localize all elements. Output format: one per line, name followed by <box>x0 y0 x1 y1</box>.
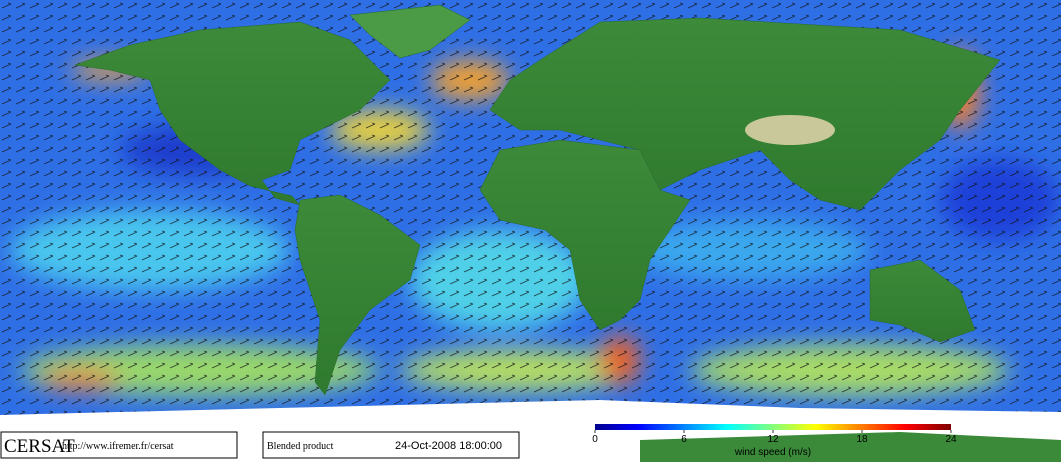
greenland <box>349 4 471 59</box>
colorbar-tick-label: 12 <box>767 434 779 445</box>
colorbar-tick-label: 6 <box>681 434 687 445</box>
logo-box <box>0 431 238 459</box>
url: http://www.ifremer.fr/cersat <box>62 441 174 452</box>
land <box>0 4 1061 462</box>
footer: CERSAT http://www.ifremer.fr/cersat Blen… <box>0 431 520 459</box>
colorbar-tick-label: 0 <box>592 434 598 445</box>
eurasia <box>489 17 1001 211</box>
product: Blended product <box>267 441 334 452</box>
colorbar-tick-label: 18 <box>856 434 868 445</box>
antarctica-land <box>640 432 1061 462</box>
colorbar: wind speed (m/s) 0 6 12 18 24 <box>592 424 957 458</box>
product-box <box>262 431 520 459</box>
colorbar-label: wind speed (m/s) <box>734 447 811 458</box>
south-america <box>294 194 421 396</box>
north-america <box>74 21 391 206</box>
africa <box>479 139 691 331</box>
datetime: 24-Oct-2008 18:00:00 <box>395 440 502 452</box>
tibet <box>745 115 835 145</box>
colorbar-tick-label: 24 <box>945 434 957 445</box>
australia <box>869 259 976 343</box>
logo: CERSAT <box>4 436 75 457</box>
colorbar-scale <box>595 424 951 430</box>
